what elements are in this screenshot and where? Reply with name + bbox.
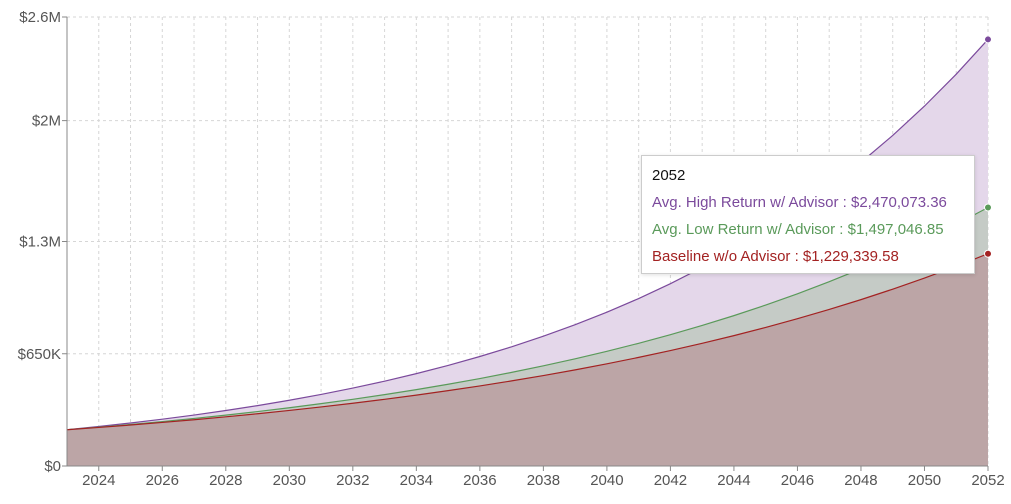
line-baseline (66, 253, 989, 431)
x-tick-label: 2040 (590, 472, 623, 489)
tooltip-title: 2052 (652, 167, 686, 184)
tooltip-row-baseline: Baseline w/o Advisor : $1,229,339.58 (652, 248, 899, 265)
x-tick-label: 2052 (971, 472, 1004, 489)
axes: $0 $650K $1.3M $2M $2.6M 2024 2026 2028 2030 2032… (18, 9, 1005, 489)
point-baseline-end[interactable] (984, 249, 992, 258)
x-tick-label: 2024 (82, 472, 115, 489)
chart-tooltip: 2052 Avg. High Return w/ Advisor : $2,47… (641, 155, 975, 274)
y-tick-label: $2.6M (19, 9, 61, 26)
series-markers (984, 35, 992, 258)
x-tick-label: 2034 (400, 472, 433, 489)
x-tick-label: 2050 (908, 472, 941, 489)
point-high-return-end[interactable] (984, 35, 992, 44)
x-tick-label: 2032 (336, 472, 369, 489)
x-tick-label: 2036 (463, 472, 496, 489)
x-tick-label: 2044 (717, 472, 750, 489)
x-tick-label: 2038 (527, 472, 560, 489)
x-tick-label: 2048 (844, 472, 877, 489)
x-tick-label: 2028 (209, 472, 242, 489)
area-baseline (67, 253, 988, 466)
x-tick-label: 2046 (781, 472, 814, 489)
series-areas (66, 39, 989, 466)
tooltip-row-low-return: Avg. Low Return w/ Advisor : $1,497,046.… (652, 221, 944, 238)
point-low-return-end[interactable] (984, 203, 992, 212)
line-low-return (66, 206, 989, 431)
tooltip-row-high-return: Avg. High Return w/ Advisor : $2,470,073… (652, 194, 947, 211)
y-tick-label: $0 (44, 458, 61, 475)
x-tick-label: 2042 (654, 472, 687, 489)
y-tick-label: $650K (18, 346, 61, 363)
y-tick-label: $2M (32, 113, 61, 130)
x-tick-label: 2030 (273, 472, 306, 489)
y-tick-label: $1.3M (19, 234, 61, 251)
x-tick-label: 2026 (146, 472, 179, 489)
